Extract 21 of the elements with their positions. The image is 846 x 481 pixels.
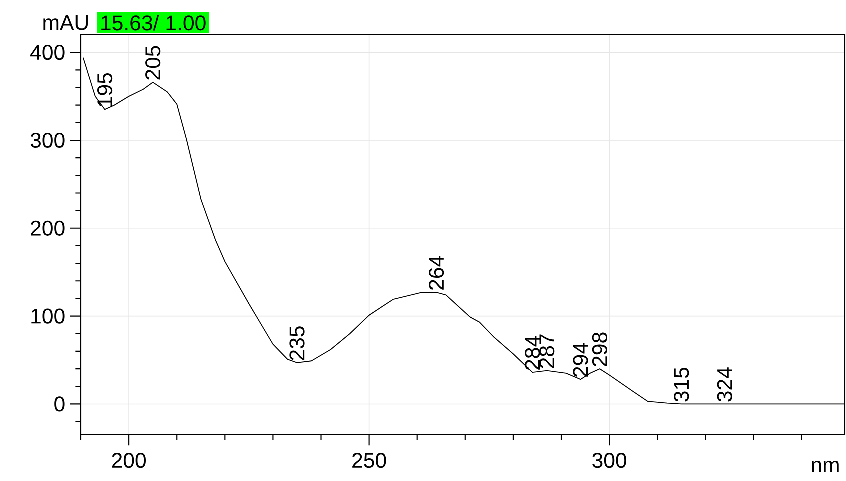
- x-axis-title: nm: [812, 461, 839, 473]
- annotation: 294: [573, 343, 588, 377]
- annotation: 315: [674, 368, 690, 402]
- annotation: 287: [540, 334, 555, 368]
- annotation: 264: [429, 256, 444, 290]
- annotation: 205: [146, 46, 161, 80]
- annotation: 324: [717, 368, 732, 402]
- y-tick-label: 0: [54, 396, 65, 412]
- y-tick-label: 200: [31, 220, 65, 236]
- y-tick-label: 300: [30, 132, 65, 148]
- annotation: 284: [525, 336, 540, 370]
- y-axis-title: mAU: [44, 15, 88, 30]
- x-tick-label: 200: [112, 453, 146, 468]
- text: 15.63/ 1.00: [102, 15, 206, 31]
- annotation: 298: [592, 332, 608, 366]
- x-tick-label: 250: [352, 453, 386, 468]
- y-tick-label: 100: [32, 308, 65, 324]
- x-tick-label: 300: [592, 453, 626, 468]
- annotation: 195: [97, 73, 113, 106]
- annotation: 235: [290, 326, 305, 360]
- y-tick-label: 400: [30, 45, 65, 60]
